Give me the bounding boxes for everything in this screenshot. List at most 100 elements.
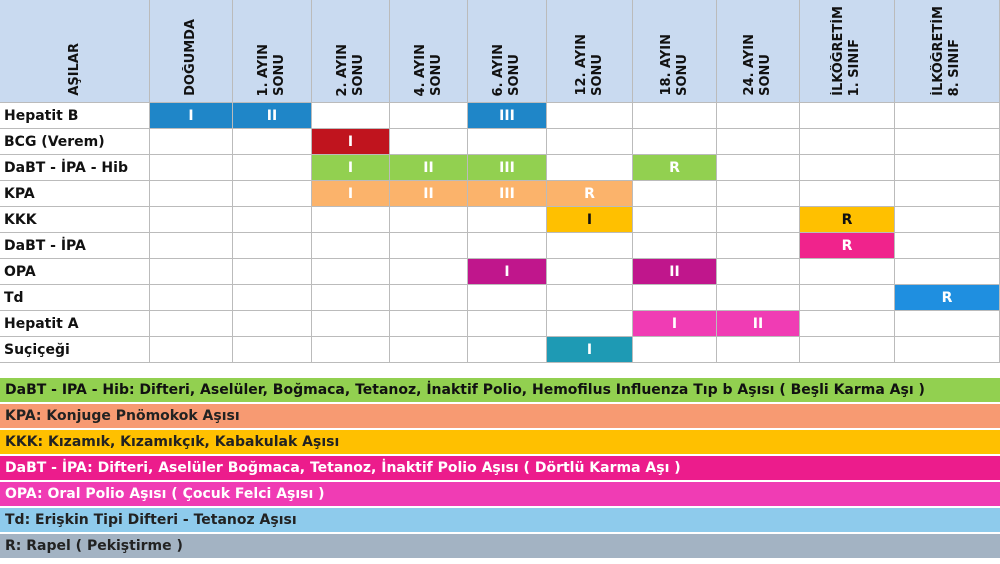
header-label: SONU xyxy=(758,54,773,96)
empty-cell xyxy=(633,181,717,207)
empty-cell xyxy=(150,233,233,259)
header-label: İLKÖĞRETİM xyxy=(931,6,946,96)
empty-cell xyxy=(468,337,547,363)
vaccine-name: DaBT - İPA xyxy=(0,233,150,259)
empty-cell xyxy=(547,311,633,337)
empty-cell xyxy=(390,311,468,337)
header-cell: 24. AYIN SONU xyxy=(717,0,800,103)
empty-cell xyxy=(800,103,895,129)
empty-cell xyxy=(233,129,312,155)
header-label: 1. AYIN xyxy=(256,43,271,96)
empty-cell xyxy=(895,103,1000,129)
dose-cell: II xyxy=(633,259,717,285)
empty-cell xyxy=(717,129,800,155)
legend-row: Td: Erişkin Tipi Difteri - Tetanoz Aşısı xyxy=(0,508,1000,533)
vaccine-name: BCG (Verem) xyxy=(0,129,150,155)
empty-cell xyxy=(233,337,312,363)
empty-cell xyxy=(717,259,800,285)
header-cell: AŞILAR xyxy=(0,0,150,103)
empty-cell xyxy=(895,155,1000,181)
empty-cell xyxy=(390,103,468,129)
empty-cell xyxy=(895,311,1000,337)
empty-cell xyxy=(717,181,800,207)
vaccine-name: Hepatit B xyxy=(0,103,150,129)
header-label: 1. SINIF xyxy=(847,38,862,96)
empty-cell xyxy=(312,259,390,285)
dose-cell: R xyxy=(633,155,717,181)
empty-cell xyxy=(390,337,468,363)
empty-cell xyxy=(468,207,547,233)
empty-cell xyxy=(390,285,468,311)
header-label: 4. AYIN xyxy=(412,43,428,96)
dose-cell: I xyxy=(547,207,633,233)
header-label: 2. AYIN xyxy=(334,43,350,96)
vaccine-name: KKK xyxy=(0,207,150,233)
empty-cell xyxy=(633,103,717,129)
header-label: SONU xyxy=(674,54,690,96)
empty-cell xyxy=(895,181,1000,207)
header-cell: DOĞUMDA xyxy=(150,0,233,103)
empty-cell xyxy=(547,103,633,129)
dose-cell: III xyxy=(468,155,547,181)
empty-cell xyxy=(633,233,717,259)
empty-cell xyxy=(717,285,800,311)
empty-cell xyxy=(312,311,390,337)
dose-cell: II xyxy=(390,181,468,207)
empty-cell xyxy=(547,129,633,155)
dose-cell: R xyxy=(800,207,895,233)
header-cell: İLKÖĞRETİM 1. SINIF xyxy=(800,0,895,103)
empty-cell xyxy=(150,285,233,311)
empty-cell xyxy=(150,259,233,285)
header-label: SONU xyxy=(272,54,287,96)
empty-cell xyxy=(717,155,800,181)
empty-cell xyxy=(312,207,390,233)
header-label: 24. AYIN xyxy=(742,34,757,96)
vaccine-name: Hepatit A xyxy=(0,311,150,337)
vaccine-name: Suçiçeği xyxy=(0,337,150,363)
empty-cell xyxy=(547,233,633,259)
dose-cell: I xyxy=(468,259,547,285)
empty-cell xyxy=(312,337,390,363)
empty-cell xyxy=(233,285,312,311)
dose-cell: I xyxy=(547,337,633,363)
header-cell: İLKÖĞRETİM 8. SINIF xyxy=(895,0,1000,103)
empty-cell xyxy=(233,233,312,259)
empty-cell xyxy=(547,285,633,311)
empty-cell xyxy=(390,207,468,233)
legend-row: KPA: Konjuge Pnömokok Aşısı xyxy=(0,404,1000,429)
header-cell: 18. AYIN SONU xyxy=(633,0,717,103)
empty-cell xyxy=(717,103,800,129)
header-cell: 2. AYIN SONU xyxy=(312,0,390,103)
vaccine-name: DaBT - İPA - Hib xyxy=(0,155,150,181)
header-cell: 4. AYIN SONU xyxy=(390,0,468,103)
empty-cell xyxy=(233,259,312,285)
dose-cell: II xyxy=(390,155,468,181)
dose-cell: R xyxy=(547,181,633,207)
dose-cell: III xyxy=(468,181,547,207)
dose-cell: R xyxy=(800,233,895,259)
empty-cell xyxy=(150,155,233,181)
dose-cell: I xyxy=(312,181,390,207)
header-label: SONU xyxy=(507,54,522,96)
empty-cell xyxy=(895,259,1000,285)
header-cell: 12. AYIN SONU xyxy=(547,0,633,103)
empty-cell xyxy=(895,233,1000,259)
empty-cell xyxy=(800,155,895,181)
empty-cell xyxy=(150,181,233,207)
empty-cell xyxy=(800,337,895,363)
empty-cell xyxy=(717,233,800,259)
vaccine-name: OPA xyxy=(0,259,150,285)
legend-row: KKK: Kızamık, Kızamıkçık, Kabakulak Aşıs… xyxy=(0,430,1000,455)
legend-row: OPA: Oral Polio Aşısı ( Çocuk Felci Aşıs… xyxy=(0,482,1000,507)
empty-cell xyxy=(150,337,233,363)
empty-cell xyxy=(312,233,390,259)
legend-row: R: Rapel ( Pekiştirme ) xyxy=(0,534,1000,559)
empty-cell xyxy=(547,155,633,181)
header-label: 18. AYIN xyxy=(658,34,674,96)
dose-cell: R xyxy=(895,285,1000,311)
empty-cell xyxy=(800,129,895,155)
empty-cell xyxy=(717,207,800,233)
empty-cell xyxy=(895,129,1000,155)
empty-cell xyxy=(633,285,717,311)
